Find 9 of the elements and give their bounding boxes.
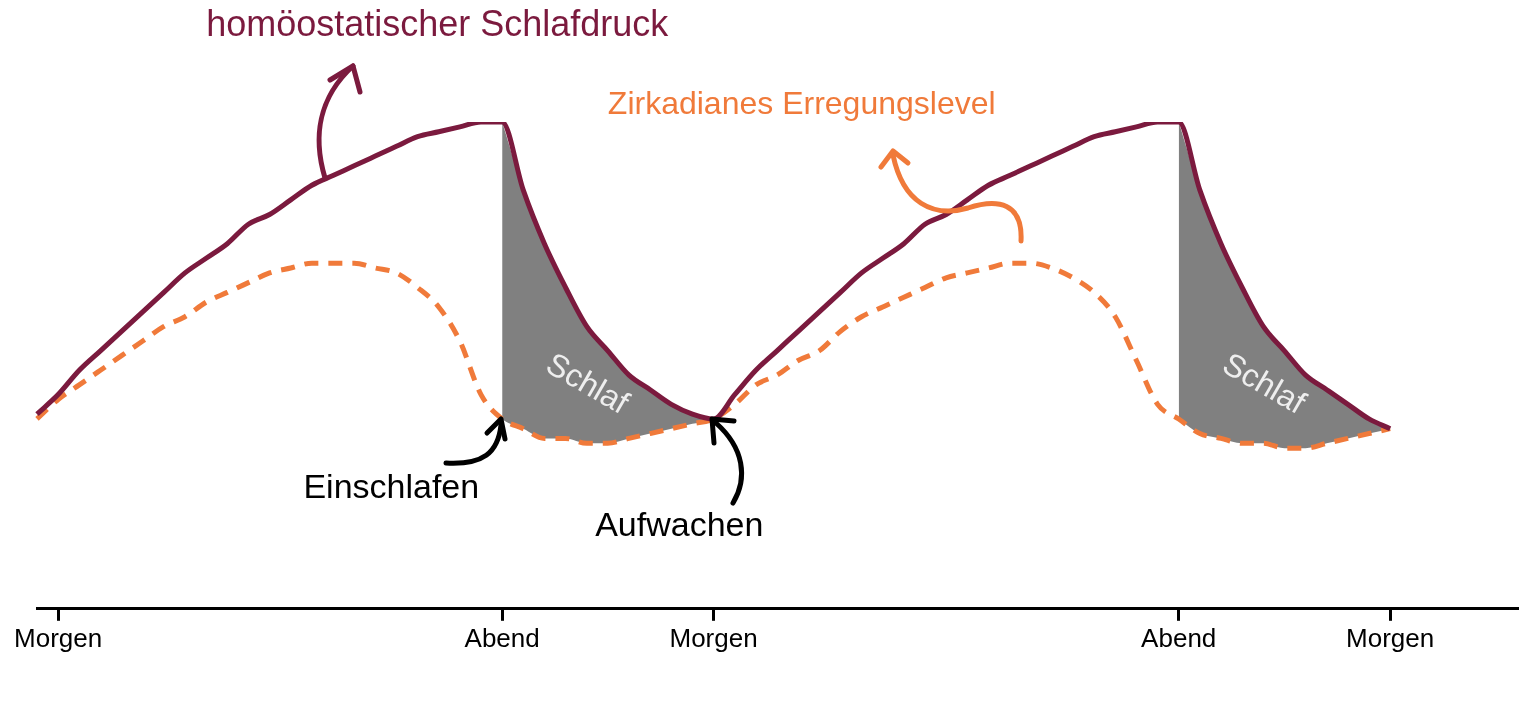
annotation: Aufwachen bbox=[595, 505, 764, 543]
x-tick-label: Abend bbox=[464, 622, 540, 653]
text: homöostatischer Schlafdruck bbox=[206, 3, 670, 44]
x-tick-label: Morgen bbox=[14, 622, 103, 653]
x-tick-label: Morgen bbox=[1346, 622, 1435, 653]
annotation: Einschlafen bbox=[303, 467, 480, 505]
text: Zirkadianes Erregungslevel bbox=[607, 85, 996, 121]
x-tick-label: Abend bbox=[1141, 622, 1217, 653]
x-tick-label: Morgen bbox=[669, 622, 758, 653]
